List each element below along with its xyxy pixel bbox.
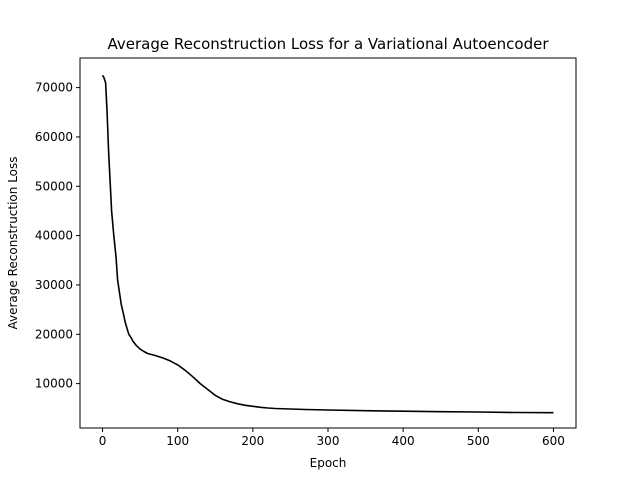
x-tick-label: 100	[166, 434, 189, 448]
y-tick-label: 20000	[35, 327, 73, 341]
y-axis-label: Average Reconstruction Loss	[6, 156, 20, 329]
x-tick-label: 500	[467, 434, 490, 448]
y-tick-label: 40000	[35, 229, 73, 243]
plot-frame	[79, 57, 577, 429]
loss-series-line	[101, 74, 554, 414]
y-tick-label: 30000	[35, 278, 73, 292]
y-tick-label: 50000	[35, 179, 73, 193]
y-axis-ticks: 10000 20000 30000 40000 50000 60000 70000	[35, 81, 80, 391]
y-tick-label: 60000	[35, 130, 73, 144]
y-tick-label: 70000	[35, 81, 73, 95]
chart-title: Average Reconstruction Loss for a Variat…	[108, 35, 550, 53]
y-tick-label: 10000	[35, 377, 73, 391]
x-tick-label: 0	[99, 434, 107, 448]
x-axis-label: Epoch	[310, 456, 347, 470]
x-tick-label: 600	[542, 434, 565, 448]
x-tick-label: 200	[241, 434, 264, 448]
x-tick-label: 300	[317, 434, 340, 448]
x-tick-label: 400	[392, 434, 415, 448]
plot-series	[101, 74, 554, 414]
x-axis-ticks: 0 100 200 300 400 500 600	[99, 428, 565, 448]
